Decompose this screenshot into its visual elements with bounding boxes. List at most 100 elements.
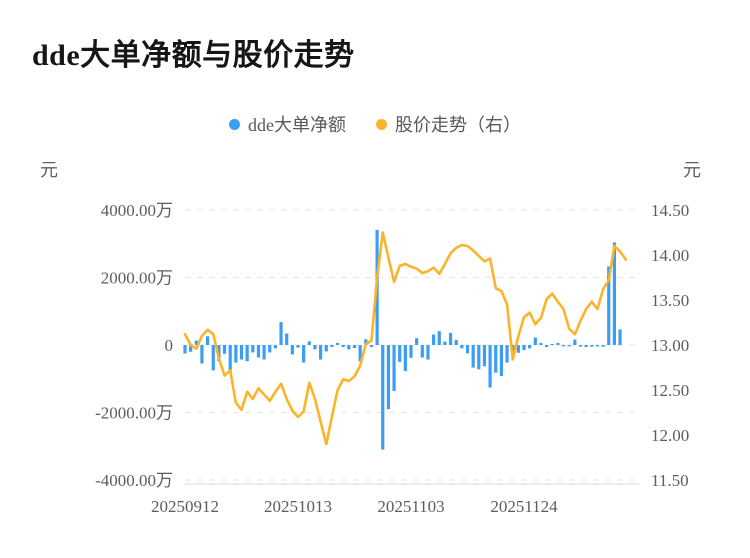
x-axis-tick: 20251103 xyxy=(377,497,444,516)
bar xyxy=(364,339,368,345)
left-axis-unit: 元 xyxy=(40,160,58,180)
bar xyxy=(499,345,503,377)
legend-label: 股价走势（右） xyxy=(395,115,521,135)
bar xyxy=(505,345,509,363)
bar xyxy=(273,345,277,349)
bar xyxy=(528,345,532,349)
bar xyxy=(426,345,430,360)
bar xyxy=(561,345,566,347)
bar xyxy=(516,345,520,353)
bar xyxy=(454,339,458,345)
bar xyxy=(545,345,549,348)
bar xyxy=(533,337,537,345)
right-axis-tick: 14.00 xyxy=(651,246,689,265)
bar xyxy=(539,342,543,346)
bar xyxy=(189,345,193,352)
legend-item-dde[interactable]: dde大单净额 xyxy=(229,111,346,137)
bar xyxy=(268,345,272,353)
bar xyxy=(556,342,560,346)
left-axis-tick: 2000.00万 xyxy=(101,269,173,288)
bar xyxy=(245,345,249,362)
bar xyxy=(432,334,436,345)
x-axis-tick: 20250912 xyxy=(151,497,219,516)
bar xyxy=(358,345,362,362)
bar xyxy=(460,345,464,349)
right-axis-tick: 14.50 xyxy=(651,201,689,220)
bar xyxy=(239,345,244,360)
bar xyxy=(437,331,441,345)
bar xyxy=(409,345,413,358)
bar xyxy=(183,345,187,354)
bar xyxy=(448,332,453,345)
bar xyxy=(296,345,300,348)
bar xyxy=(330,345,334,348)
left-axis-tick: 4000.00万 xyxy=(101,201,173,220)
bar xyxy=(567,345,571,347)
left-axis-tick: -4000.00万 xyxy=(95,471,173,490)
bar xyxy=(494,345,498,373)
bar xyxy=(482,345,487,367)
bar xyxy=(369,345,374,348)
right-axis-tick: 11.50 xyxy=(651,471,689,490)
bar xyxy=(279,322,283,345)
left-axis-tick: -2000.00万 xyxy=(95,404,173,423)
bar xyxy=(550,343,554,346)
bar xyxy=(415,338,419,345)
legend-dot-icon xyxy=(376,118,387,130)
bar xyxy=(465,345,470,354)
right-axis-tick: 12.00 xyxy=(651,426,689,445)
bar xyxy=(324,345,328,352)
bar xyxy=(256,345,261,358)
left-axis-tick: 0 xyxy=(165,336,174,355)
bar xyxy=(319,345,323,360)
right-axis-tick: 12.50 xyxy=(651,381,689,400)
bar xyxy=(522,345,526,351)
bar xyxy=(584,345,588,348)
bar xyxy=(352,345,357,349)
legend-item-price[interactable]: 股价走势（右） xyxy=(376,111,521,137)
bar xyxy=(618,329,622,346)
bar xyxy=(313,345,317,350)
bar xyxy=(392,345,396,391)
bar xyxy=(335,342,340,346)
legend: dde大单净额 股价走势（右） xyxy=(0,111,750,137)
bar xyxy=(341,345,345,348)
bar xyxy=(578,345,583,347)
bar xyxy=(228,345,232,371)
bar xyxy=(381,345,385,450)
bar xyxy=(420,345,424,358)
bar xyxy=(234,345,238,363)
bar xyxy=(386,345,390,410)
bar xyxy=(477,345,481,370)
bar xyxy=(403,345,407,371)
bar xyxy=(590,345,594,347)
right-axis-tick: 13.50 xyxy=(651,291,689,310)
right-axis-tick: 13.00 xyxy=(651,336,689,355)
bar xyxy=(302,345,306,363)
bar xyxy=(206,336,210,346)
x-axis-tick: 20251124 xyxy=(490,497,558,516)
bar xyxy=(471,345,475,368)
bar xyxy=(200,345,204,364)
bar xyxy=(347,345,351,350)
bar xyxy=(601,345,605,347)
bar xyxy=(222,345,227,354)
bar xyxy=(398,345,402,362)
bar xyxy=(612,242,616,345)
legend-label: dde大单净额 xyxy=(248,115,346,135)
page-title: dde大单净额与股价走势 xyxy=(32,39,355,72)
price-line xyxy=(183,231,628,446)
bar xyxy=(307,341,311,345)
bar xyxy=(595,345,600,347)
bar xyxy=(251,345,255,353)
bar xyxy=(211,345,215,371)
bar xyxy=(607,266,611,345)
bar xyxy=(194,340,198,345)
bar xyxy=(285,333,289,345)
bar xyxy=(290,345,294,355)
legend-dot-icon xyxy=(229,118,240,130)
right-axis-unit: 元 xyxy=(683,160,701,180)
bar xyxy=(488,345,492,388)
